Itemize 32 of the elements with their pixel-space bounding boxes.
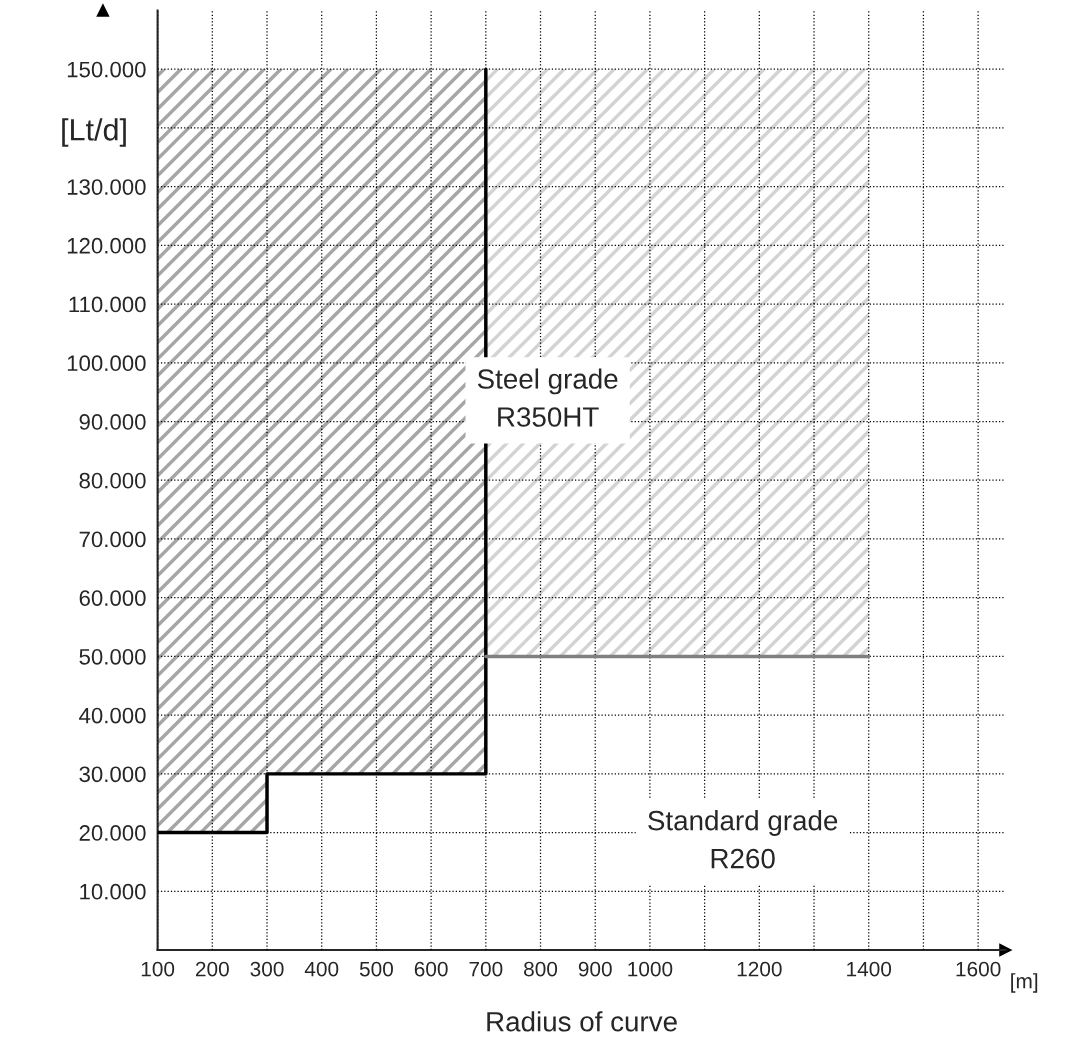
y-tick-label: 90.000 xyxy=(79,414,146,430)
text: [m] xyxy=(1011,973,1038,993)
x-tick-label: 900 xyxy=(578,961,612,977)
x-tick-label: 1000 xyxy=(628,961,673,977)
y-axis-title: [Lt/d] xyxy=(62,118,126,147)
x-tick-label: 500 xyxy=(359,961,393,977)
y-tick-label: 80.000 xyxy=(79,472,146,489)
y-tick-label: 40.000 xyxy=(79,707,146,724)
x-tick-label: 200 xyxy=(195,961,229,977)
y-tick-label: 30.000 xyxy=(79,766,146,783)
annotation: Standard grade R260 xyxy=(648,810,838,869)
x-tick-label: 700 xyxy=(469,961,503,977)
x-tick-label: 1400 xyxy=(847,961,892,977)
annotation: Steel grade R350HT xyxy=(477,368,618,427)
x-tick-label: 300 xyxy=(250,961,284,977)
x-tick-label: 1200 xyxy=(737,961,782,977)
y-tick-label: 70.000 xyxy=(79,531,146,548)
y-tick-label: 130.000 xyxy=(67,179,146,195)
y-tick-label: 50.000 xyxy=(79,648,146,665)
y-tick-label: 100.000 xyxy=(67,355,146,372)
y-tick-label: 120.000 xyxy=(67,237,146,254)
y-tick-label: 150.000 xyxy=(67,61,146,78)
x-axis-title: Radius of curve xyxy=(487,1011,677,1032)
x-tick-label: 600 xyxy=(414,961,448,977)
y-tick-label: 10.000 xyxy=(80,883,146,900)
x-tick-label: 800 xyxy=(524,961,558,977)
y-tick-label: 20.000 xyxy=(79,825,146,841)
y-tick-label: 60.000 xyxy=(79,590,146,606)
x-tick-label: 400 xyxy=(304,961,339,977)
x-tick-label: 100 xyxy=(141,961,175,977)
y-tick-label: 110.000 xyxy=(69,296,146,313)
x-tick-label: 1600 xyxy=(956,961,1001,977)
